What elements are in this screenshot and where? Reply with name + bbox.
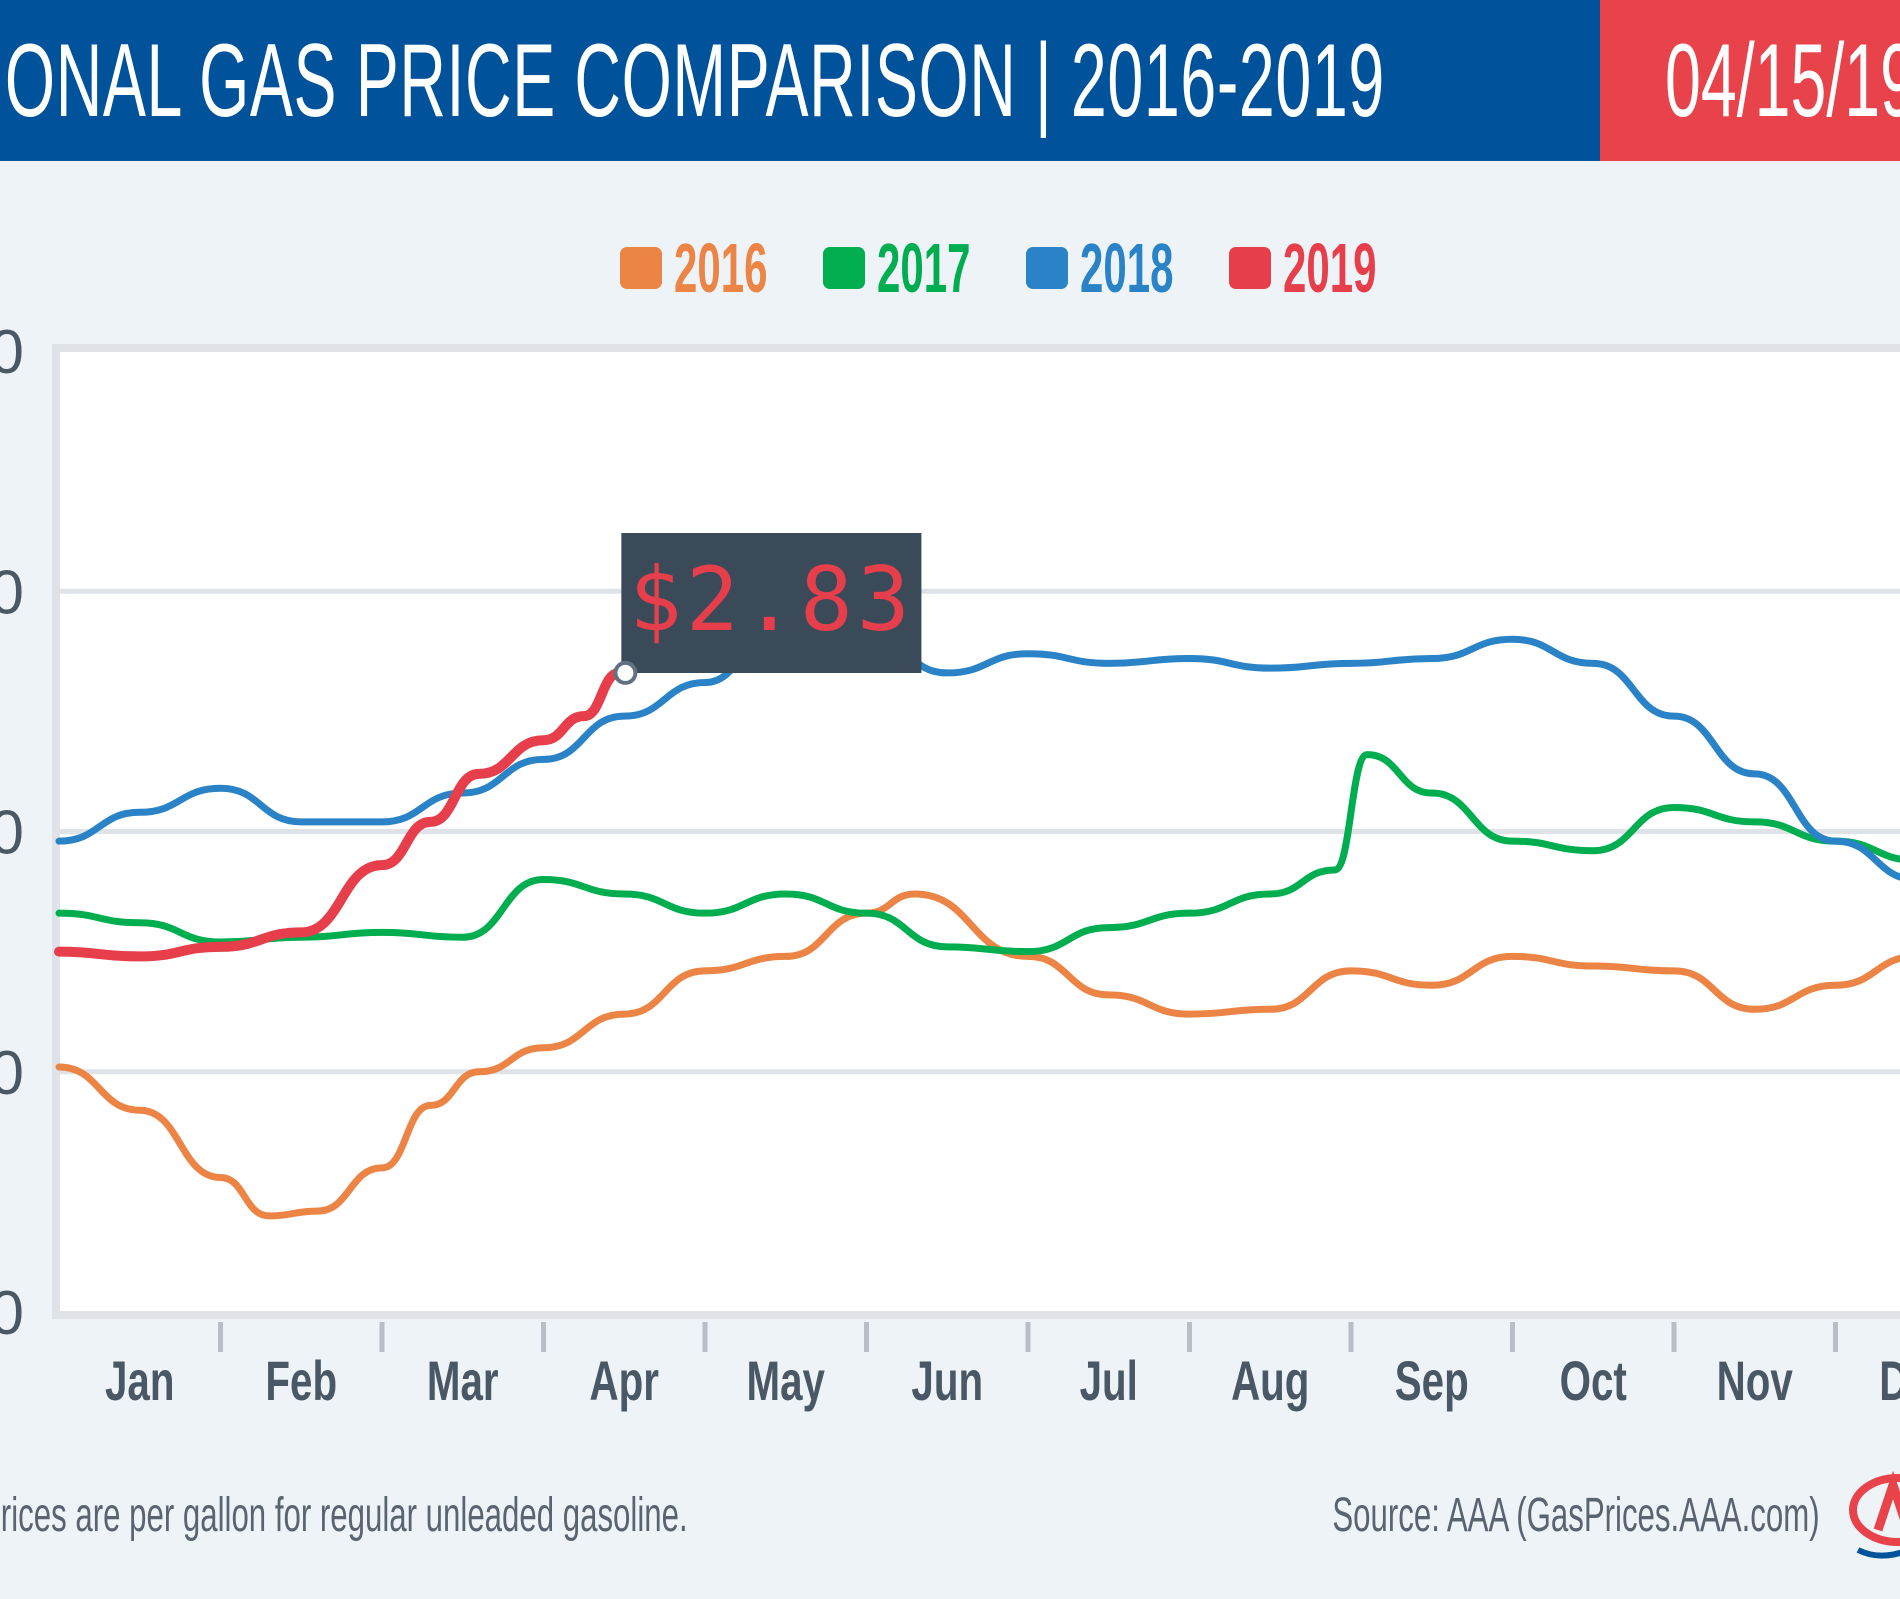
- title-bar: NATIONAL GAS PRICE COMPARISON | 2016-201…: [0, 0, 1600, 161]
- source-credit: Source: AAA (GasPrices.AAA.com): [1332, 1489, 1820, 1542]
- legend-swatch: [620, 247, 662, 289]
- x-tick-label: Jun: [911, 1351, 983, 1413]
- x-tick-label: Aug: [1231, 1351, 1309, 1413]
- x-tick-label: Mar: [427, 1351, 499, 1413]
- y-tick-label: $3.50: [0, 318, 24, 387]
- x-tick-label: Feb: [265, 1351, 337, 1413]
- aaa-logo: [1849, 1470, 1900, 1559]
- y-tick-label: $3.00: [0, 558, 24, 627]
- x-tick-label: Jan: [105, 1351, 174, 1413]
- legend-item-2018: 2018: [1026, 228, 1185, 308]
- series-line-2019: [54, 667, 625, 962]
- date-text: 04/15/19: [1665, 23, 1900, 139]
- legend-swatch: [1229, 247, 1271, 289]
- date-badge: 04/15/19: [1600, 0, 1900, 161]
- series-line-2016: [55, 890, 1900, 1220]
- y-tick-label: $2.50: [0, 799, 24, 868]
- x-tick-label: Sep: [1395, 1351, 1469, 1413]
- series-line-2018: [55, 611, 1900, 881]
- y-tick-label: $1.50: [0, 1279, 24, 1348]
- legend-item-2017: 2017: [823, 228, 982, 308]
- x-tick-label: May: [747, 1351, 825, 1413]
- series-line-2017: [55, 751, 1900, 956]
- y-tick-label: $2.00: [0, 1039, 24, 1108]
- flag-box: [621, 533, 922, 673]
- footnote: Prices are per gallon for regular unlead…: [0, 1489, 688, 1542]
- x-tick-label: Jul: [1080, 1351, 1138, 1413]
- annotation-point: [613, 660, 638, 685]
- legend-swatch: [823, 247, 865, 289]
- legend-swatch: [1026, 247, 1068, 289]
- x-tick-label: Oct: [1560, 1351, 1627, 1413]
- chart-title: NATIONAL GAS PRICE COMPARISON | 2016-201…: [0, 23, 1385, 139]
- annotation-label: $2.83: [629, 548, 914, 651]
- legend: 2016 2017 2018 2019: [620, 228, 1388, 308]
- legend-item-2019: 2019: [1229, 228, 1388, 308]
- legend-item-2016: 2016: [620, 228, 779, 308]
- x-tick-label: Apr: [590, 1351, 659, 1413]
- x-tick-label: Dec: [1879, 1351, 1900, 1413]
- x-tick-label: Nov: [1717, 1351, 1793, 1413]
